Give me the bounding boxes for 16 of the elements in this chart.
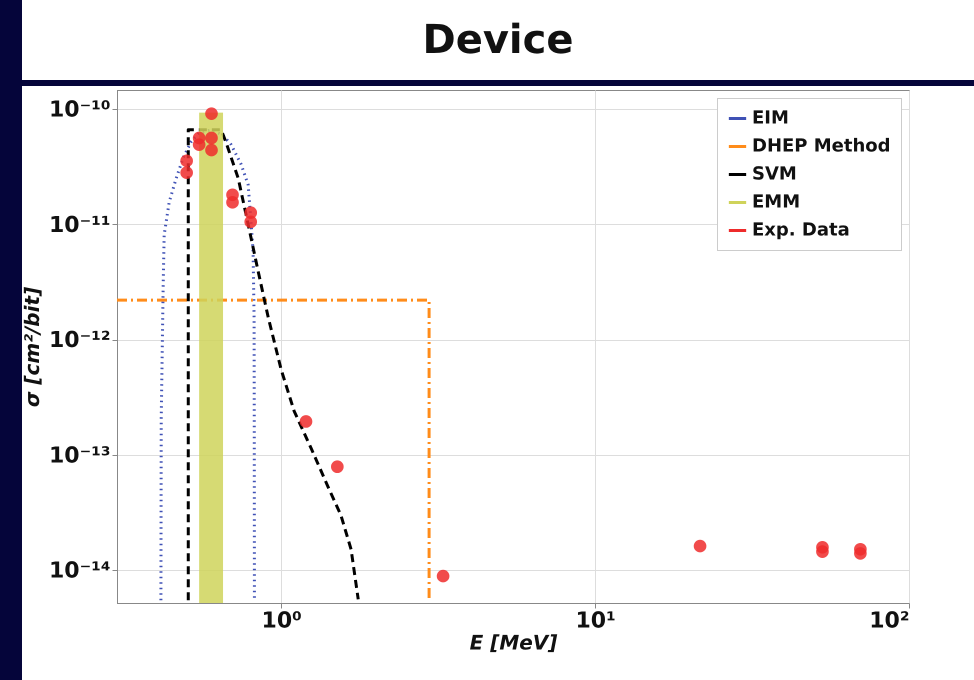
legend-label: EMM	[752, 192, 800, 212]
x-tick-label: 10⁰	[262, 608, 302, 634]
x-axis-title: E [MeV]	[470, 630, 558, 654]
y-tick-label: 10⁻¹⁴	[49, 558, 110, 584]
chart-title: Device	[22, 0, 974, 84]
y-tick-label: 10⁻¹¹	[49, 212, 110, 238]
y-axis-title: σ [cm²/bit]	[20, 286, 44, 408]
x-tick-label: 10²	[869, 608, 910, 634]
y-tick-label: 10⁻¹²	[49, 328, 110, 354]
y-tick-label: 10⁻¹⁰	[49, 97, 110, 122]
y-tick-label: 10⁻¹³	[49, 443, 110, 468]
legend-label: SVM	[752, 164, 797, 184]
legend-label: DHEP Method	[752, 136, 891, 156]
x-tick-label: 10¹	[575, 608, 616, 634]
legend-label: EIM	[752, 108, 789, 128]
legend-label: Exp. Data	[752, 220, 850, 240]
